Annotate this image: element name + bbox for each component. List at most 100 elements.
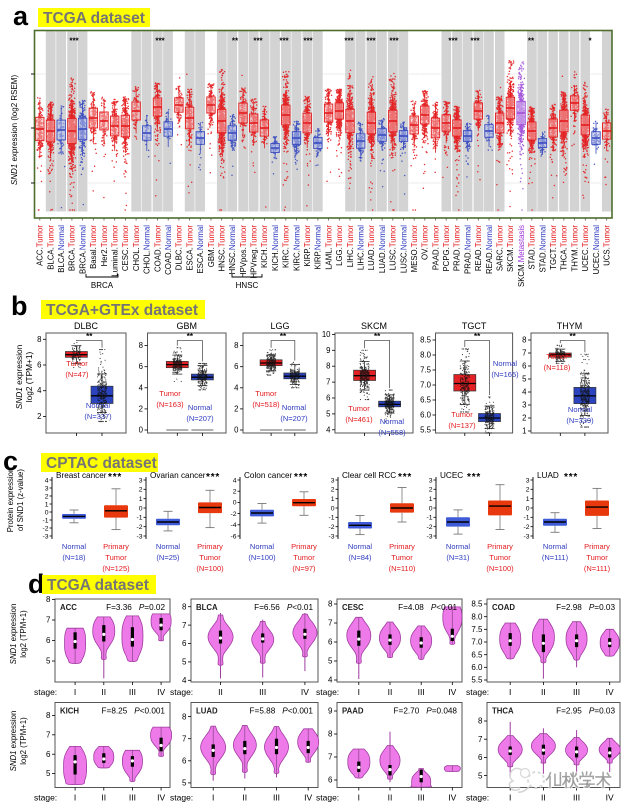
svg-text:SKCM.Metastasis: SKCM.Metastasis	[517, 225, 526, 287]
svg-text:Ovarian cancer: Ovarian cancer	[150, 471, 206, 480]
svg-text:(N=100): (N=100)	[248, 553, 276, 562]
svg-text:8.5: 8.5	[420, 336, 432, 345]
svg-text:5.5: 5.5	[420, 426, 432, 435]
svg-text:2: 2	[429, 487, 433, 494]
svg-text:II: II	[388, 793, 393, 803]
svg-text:(N=25): (N=25)	[156, 553, 180, 562]
svg-text:Primary: Primary	[197, 542, 223, 551]
svg-text:III: III	[573, 687, 580, 697]
svg-text:of SND1 (z-value): of SND1 (z-value)	[16, 469, 25, 531]
svg-text:4: 4	[45, 477, 49, 484]
svg-text:(N=207): (N=207)	[186, 414, 214, 423]
svg-text:1: 1	[139, 496, 143, 503]
svg-text:6.5: 6.5	[471, 650, 483, 659]
svg-text:LIHC.Tumor: LIHC.Tumor	[346, 225, 355, 268]
svg-text:Tumor: Tumor	[451, 410, 473, 419]
svg-text:Tumor: Tumor	[489, 553, 511, 562]
svg-text:CHOL.Normal: CHOL.Normal	[143, 225, 152, 274]
svg-text:6: 6	[182, 639, 187, 648]
svg-text:Normal: Normal	[348, 542, 373, 551]
svg-text:-3: -3	[523, 533, 529, 540]
svg-text:-1: -1	[136, 515, 142, 522]
svg-text:ACC.Tumor: ACC.Tumor	[36, 225, 45, 266]
svg-text:II: II	[388, 687, 393, 697]
svg-text:8: 8	[522, 336, 526, 345]
svg-text:4: 4	[328, 676, 333, 685]
svg-text:5: 5	[46, 657, 51, 666]
svg-text:3: 3	[526, 477, 530, 484]
svg-text:Normal: Normal	[543, 542, 568, 551]
svg-text:LGG.Tumor: LGG.Tumor	[335, 225, 344, 266]
svg-text:Normal: Normal	[250, 542, 275, 551]
svg-text:READ.Normal: READ.Normal	[485, 225, 494, 274]
svg-text:log2 (TPM+1): log2 (TPM+1)	[19, 717, 28, 765]
svg-text:-3: -3	[42, 533, 48, 540]
svg-text:0: 0	[139, 505, 143, 512]
svg-text:***: ***	[279, 37, 289, 46]
svg-text:IV: IV	[301, 687, 309, 697]
svg-text:0: 0	[429, 505, 433, 512]
svg-text:stage:: stage:	[170, 687, 193, 697]
svg-text:6: 6	[182, 757, 187, 766]
svg-text:TCGA dataset: TCGA dataset	[47, 577, 149, 594]
svg-text:(N=137): (N=137)	[448, 421, 476, 430]
svg-text:READ.Tumor: READ.Tumor	[474, 225, 483, 271]
svg-text:10: 10	[322, 330, 331, 339]
svg-text:a: a	[13, 1, 29, 31]
svg-text:**: **	[374, 332, 381, 341]
svg-text:MESO.Tumor: MESO.Tumor	[410, 225, 419, 273]
svg-text:6: 6	[46, 750, 51, 759]
svg-text:Colon cancer: Colon cancer	[244, 471, 293, 480]
svg-text:-2: -2	[426, 524, 432, 531]
svg-text:-3: -3	[426, 533, 432, 540]
svg-text:stage:: stage:	[466, 793, 489, 803]
svg-text:Tumor: Tumor	[586, 553, 608, 562]
svg-text:LUSC.Normal: LUSC.Normal	[399, 225, 408, 273]
svg-text:CPTAC dataset: CPTAC dataset	[46, 455, 157, 472]
svg-text:GBM.Tumor: GBM.Tumor	[207, 225, 216, 268]
svg-text:8.5: 8.5	[471, 600, 483, 609]
svg-text:***: ***	[398, 472, 412, 483]
svg-text:IV: IV	[606, 793, 614, 803]
svg-text:COAD: COAD	[492, 603, 515, 612]
svg-text:Primary: Primary	[487, 542, 513, 551]
svg-text:HNSC.Tumor: HNSC.Tumor	[218, 225, 227, 272]
svg-text:***: ***	[69, 37, 79, 46]
svg-text:Normal: Normal	[86, 401, 111, 410]
svg-text:4: 4	[234, 383, 239, 392]
svg-text:-4: -4	[230, 522, 236, 529]
svg-text:F=4.08P<0.01: F=4.08 P<0.01	[398, 603, 457, 612]
svg-text:3: 3	[331, 477, 335, 484]
svg-text:6: 6	[328, 638, 333, 647]
svg-text:II: II	[218, 687, 223, 697]
svg-text:HPVpos.Tumor: HPVpos.Tumor	[239, 225, 248, 278]
svg-text:***: ***	[206, 472, 220, 483]
svg-text:HPVneg.Tumor: HPVneg.Tumor	[250, 225, 259, 279]
svg-text:7: 7	[182, 734, 187, 743]
svg-text:-1: -1	[523, 515, 529, 522]
svg-text:***: ***	[470, 37, 480, 46]
svg-text:1: 1	[331, 496, 335, 503]
svg-text:6: 6	[37, 361, 41, 370]
svg-text:6: 6	[326, 394, 330, 403]
svg-text:2: 2	[139, 487, 143, 494]
svg-text:***: ***	[253, 37, 263, 46]
svg-text:**: **	[280, 332, 287, 341]
svg-text:Tumor: Tumor	[348, 404, 370, 413]
svg-text:5: 5	[326, 409, 331, 418]
svg-text:III: III	[129, 687, 136, 697]
svg-text:BLCA.Tumor: BLCA.Tumor	[46, 225, 55, 270]
svg-text:stage:: stage:	[170, 793, 193, 803]
svg-text:SND1 expression: SND1 expression	[14, 344, 24, 409]
svg-text:CHOL.Tumor: CHOL.Tumor	[132, 225, 141, 271]
svg-text:4: 4	[233, 477, 237, 484]
svg-text:SKCM: SKCM	[361, 321, 387, 331]
svg-text:***: ***	[366, 37, 376, 46]
svg-text:-1: -1	[426, 515, 432, 522]
svg-text:(N=118): (N=118)	[544, 363, 571, 372]
svg-text:7: 7	[478, 735, 483, 744]
svg-text:-3: -3	[328, 533, 334, 540]
svg-text:KIRP.Tumor: KIRP.Tumor	[303, 225, 312, 267]
svg-text:9: 9	[326, 346, 330, 355]
svg-text:PCPG.Tumor: PCPG.Tumor	[442, 225, 451, 272]
